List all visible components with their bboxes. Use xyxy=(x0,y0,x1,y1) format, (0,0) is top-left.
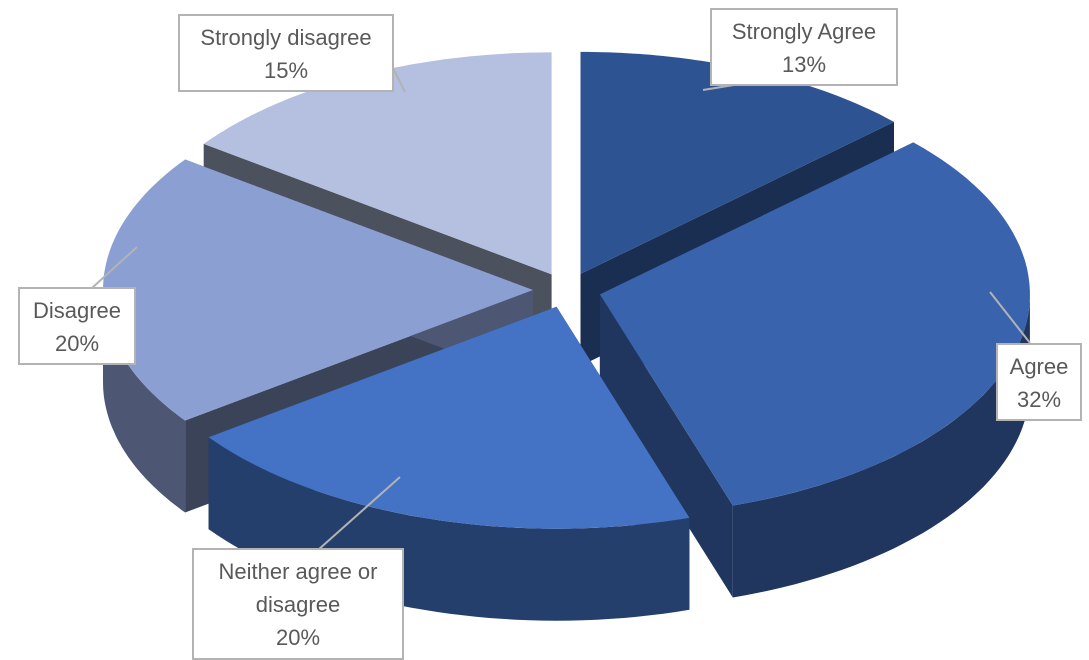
data-label-strongly-agree: Strongly Agree 13% xyxy=(710,8,898,86)
slice-rim-disagree xyxy=(103,290,186,513)
pie-slice-agree xyxy=(599,142,1030,598)
leader-line-disagree xyxy=(91,246,138,289)
data-label-strongly-disagree: Strongly disagree 15% xyxy=(178,14,394,92)
slice-top-agree xyxy=(599,142,1030,506)
leader-line-neither xyxy=(317,476,401,551)
data-label-agree: Agree 32% xyxy=(996,343,1082,421)
data-label-disagree: Disagree 20% xyxy=(18,287,136,365)
slice-top-disagree xyxy=(103,159,533,421)
slice-top-strongly-agree xyxy=(580,51,894,274)
slice-top-strongly-disagree xyxy=(203,52,552,275)
slice-rim-agree xyxy=(732,294,1030,598)
slice-top-neither xyxy=(208,306,690,529)
leader-line-agree xyxy=(989,291,1031,344)
slice-wall-agree-1 xyxy=(599,294,733,598)
data-label-neither: Neither agree or disagree 20% xyxy=(192,548,404,660)
